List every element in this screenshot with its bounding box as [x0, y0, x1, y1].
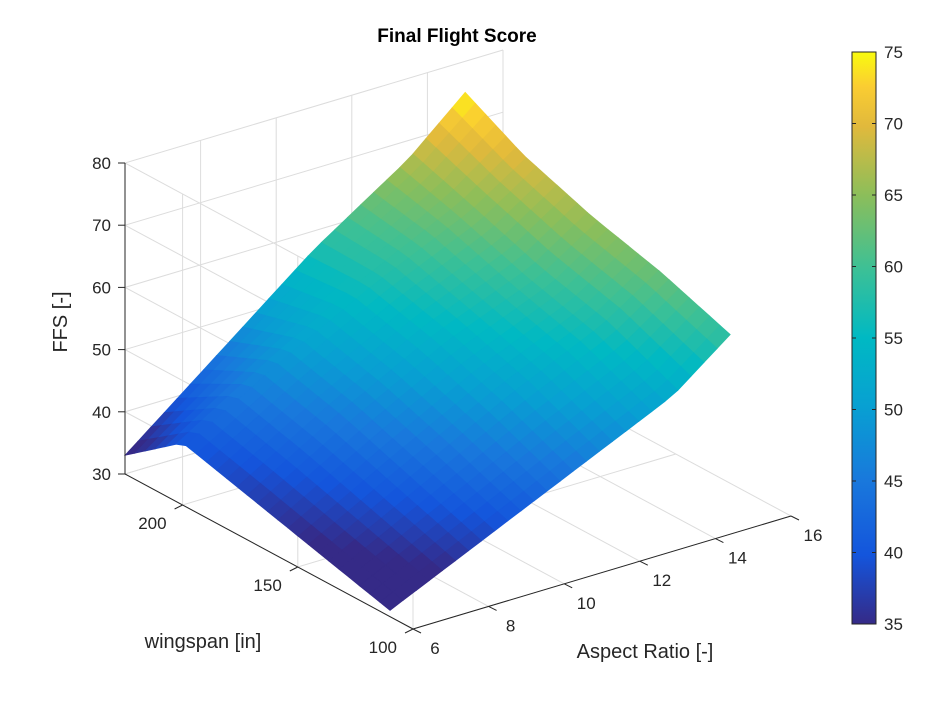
z-tick-label: 50 — [92, 341, 111, 360]
y-tick-mark — [289, 566, 299, 572]
colorbar-tick-label: 40 — [884, 544, 903, 563]
x-tick-label: 12 — [652, 571, 671, 590]
y-tick-label: 150 — [253, 576, 281, 595]
tick-labels: 6 8 10 12 14 16 100 150 200 30 40 50 60 70 80 — [92, 154, 822, 658]
axis-line — [412, 515, 792, 630]
axis-line — [124, 473, 414, 630]
chart-title: Final Flight Score — [377, 26, 536, 47]
colorbar-tick-label: 75 — [884, 43, 903, 62]
z-tick-label: 60 — [92, 278, 111, 297]
y-tick-label: 200 — [138, 514, 166, 533]
colorbar-tick-label: 45 — [884, 472, 903, 491]
colorbar-tick-label: 60 — [884, 258, 903, 277]
x-tick-label: 10 — [577, 594, 596, 613]
x-tick-label: 8 — [506, 616, 515, 635]
axes — [124, 163, 792, 630]
colorbar-tick-label: 65 — [884, 186, 903, 205]
y-axis-label: wingspan [in] — [144, 631, 262, 653]
x-tick-mark — [790, 515, 800, 521]
z-axis-label: FFS [-] — [50, 291, 72, 352]
colorbar-tick-label: 35 — [884, 615, 903, 634]
x-tick-mark — [488, 605, 497, 611]
x-tick-mark — [715, 538, 724, 544]
y-tick-mark — [174, 504, 183, 510]
surface-patch — [379, 591, 404, 611]
z-tick-label: 80 — [92, 154, 111, 173]
y-tick-mark — [404, 628, 414, 634]
x-tick-mark — [563, 583, 573, 589]
y-tick-label: 100 — [369, 638, 397, 657]
z-tick-label: 30 — [92, 465, 111, 484]
x-tick-mark — [412, 628, 422, 634]
x-axis-label: Aspect Ratio [-] — [577, 641, 714, 663]
colorbar-tick-label: 50 — [884, 401, 903, 420]
colorbar-ticks: 35 40 45 50 55 60 65 70 75 — [852, 43, 903, 634]
x-tick-label: 16 — [804, 526, 823, 545]
surface-plot — [123, 91, 731, 611]
x-tick-label: 6 — [430, 639, 439, 658]
colorbar-tick-label: 70 — [884, 115, 903, 134]
x-tick-label: 14 — [728, 549, 747, 568]
colorbar-tick-label: 55 — [884, 329, 903, 348]
x-tick-mark — [639, 560, 649, 566]
z-tick-label: 70 — [92, 216, 111, 235]
z-tick-label: 40 — [92, 403, 111, 422]
